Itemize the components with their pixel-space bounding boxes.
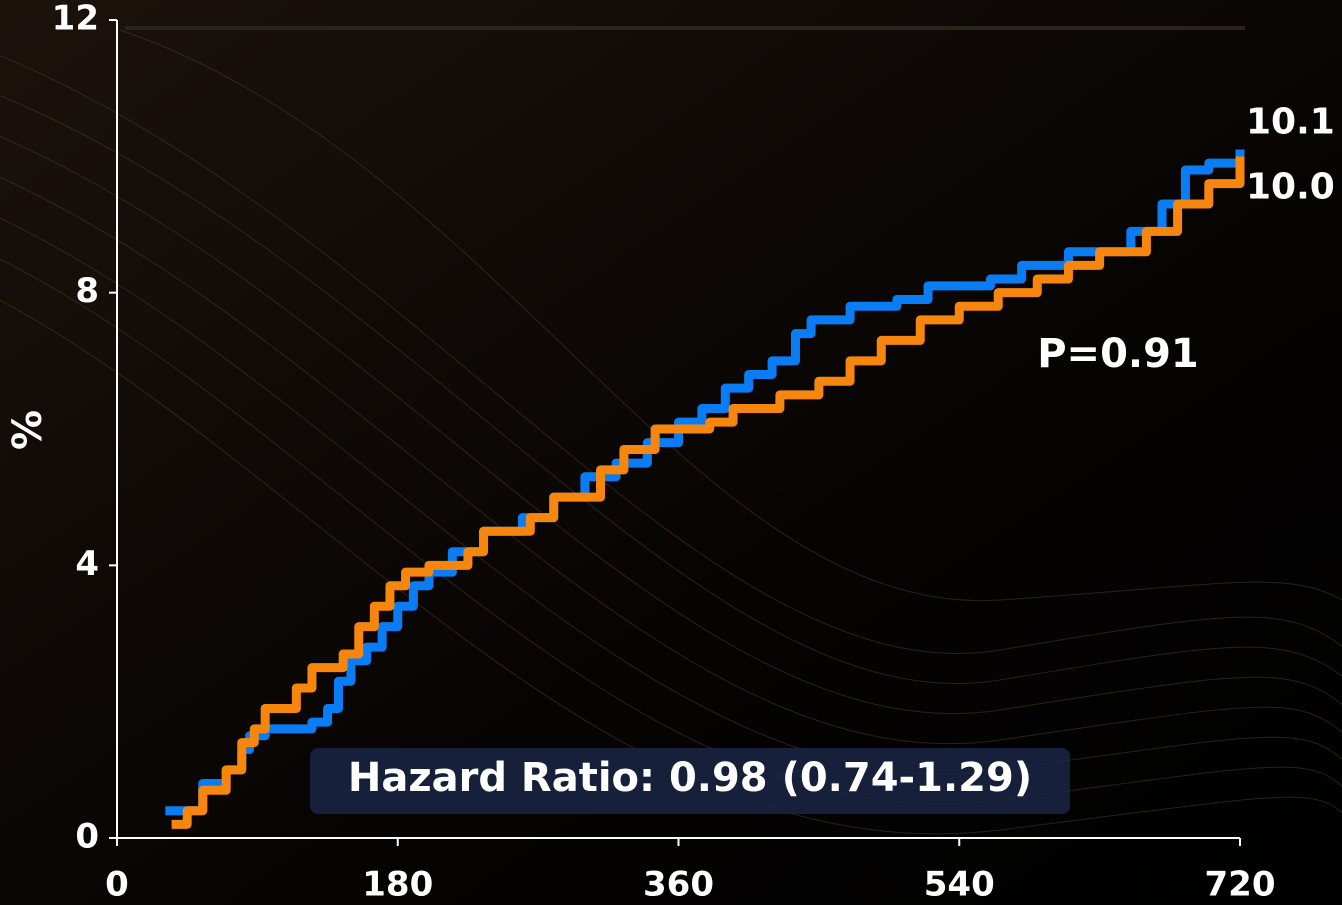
y-tick-label: 0 [75,817,99,857]
x-tick-label: 720 [1205,865,1276,905]
hazard-ratio: Hazard Ratio: 0.98 (0.74-1.29) [348,755,1032,801]
y-tick-label: 4 [75,544,99,584]
end-label: 10.0 [1246,166,1335,207]
x-tick-label: 180 [362,865,433,905]
y-tick-label: 12 [52,0,99,39]
series-line [165,149,1245,816]
y-axis-label: % [5,410,51,450]
p-value: P=0.91 [1037,331,1199,377]
x-tick-label: 360 [643,865,714,905]
x-tick-label: 540 [924,865,995,905]
y-tick-label: 8 [75,271,99,311]
end-label: 10.1 [1246,102,1335,143]
x-tick-label: 0 [105,865,129,905]
hazard-box [310,748,1070,814]
top-band [125,26,1245,30]
series-line [171,156,1245,829]
